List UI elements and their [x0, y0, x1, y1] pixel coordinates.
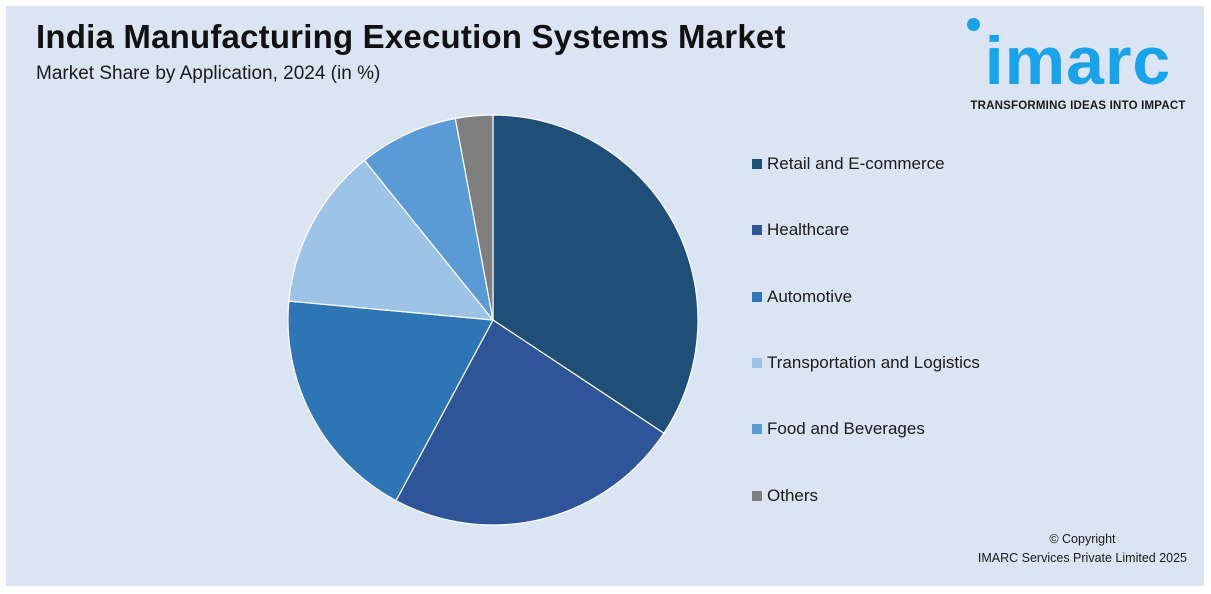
- chart-subtitle: Market Share by Application, 2024 (in %): [36, 63, 381, 84]
- legend-label: Food and Beverages: [767, 419, 925, 439]
- legend-swatch: [752, 291, 762, 302]
- legend-label: Others: [767, 485, 819, 505]
- legend-swatch: [752, 490, 762, 501]
- pie-slice-healthcare: [395, 319, 665, 526]
- chart-title: India Manufacturing Execution Systems Ma…: [36, 18, 786, 55]
- legend-label: Transportation and Logistics: [767, 352, 980, 372]
- legend-item: Transportation and Logistics: [752, 353, 980, 373]
- legend-item: Others: [752, 486, 818, 506]
- legend-swatch: [752, 159, 762, 169]
- legend-swatch: [752, 424, 762, 435]
- legend-label: Healthcare: [767, 220, 850, 240]
- pie-slice-others: [454, 114, 494, 321]
- legend-swatch: [752, 225, 762, 236]
- legend-label: Automotive: [767, 286, 853, 306]
- legend-item: Automotive: [752, 287, 852, 307]
- legend-item: Retail and E-commerce: [752, 154, 945, 174]
- logo-wordmark: imarc: [984, 23, 1172, 99]
- pie-slice-food-and-beverages: [363, 117, 494, 321]
- pie-slice-automotive: [287, 300, 494, 502]
- pie-slice-transportation-and-logistics: [288, 159, 495, 321]
- logo-tagline: TRANSFORMING IDEAS INTO IMPACT: [970, 100, 1186, 112]
- legend-label: Retail and E-commerce: [767, 154, 945, 173]
- copyright-notice: © Copyright IMARC Services Private Limit…: [978, 530, 1187, 568]
- imarc-logo: imarc TRANSFORMING IDEAS INTO IMPACT: [962, 18, 1194, 118]
- legend-swatch: [752, 357, 762, 368]
- logo-dot-icon: [967, 18, 980, 31]
- legend-item: Food and Beverages: [752, 419, 925, 439]
- copyright-owner: IMARC Services Private Limited 2025: [977, 551, 1187, 565]
- copyright-line: © Copyright: [1049, 532, 1116, 546]
- legend-item: Healthcare: [752, 220, 849, 240]
